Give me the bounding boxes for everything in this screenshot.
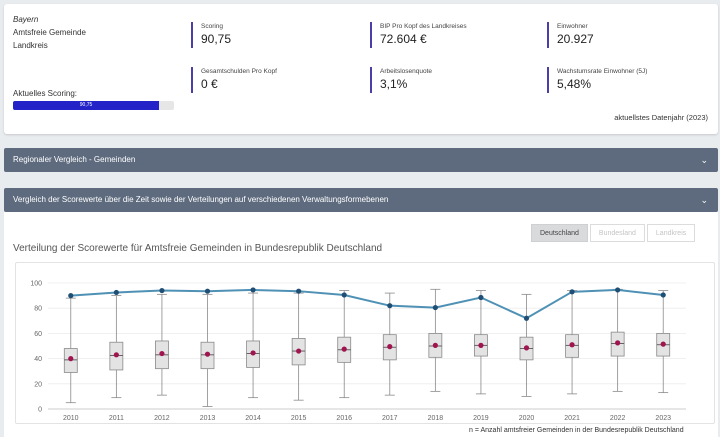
level-tabs: Deutschland Bundesland Landkreis xyxy=(529,224,696,242)
y-tick-label: 0 xyxy=(38,407,42,414)
x-tick-label: 2017 xyxy=(382,415,398,422)
score-line-point xyxy=(159,287,165,294)
x-tick-label: 2013 xyxy=(200,415,216,422)
metric-value: 3,1% xyxy=(380,77,408,91)
y-tick-label: 20 xyxy=(34,381,42,388)
box-mean-marker xyxy=(432,342,438,348)
box-plot-chart: 0 20 40 60 80 100 2010 2011 2012 2013 2014 2015 2016… xyxy=(30,281,686,422)
x-tick-label: 2014 xyxy=(245,415,261,422)
score-line-point xyxy=(296,288,302,294)
x-tick-label: 2023 xyxy=(655,415,671,422)
box-mean-marker xyxy=(387,344,393,350)
x-tick-label: 2016 xyxy=(336,415,352,422)
metric-label: Scoring xyxy=(201,23,224,30)
plot-area: 0 20 40 60 80 100 2010 2011 2012 2013 2014 2015 2016… xyxy=(15,262,715,424)
y-tick-label: 100 xyxy=(30,281,42,288)
x-tick-label: 2018 xyxy=(428,415,444,422)
box-mean-marker xyxy=(478,342,484,348)
score-line xyxy=(70,288,664,320)
data-year-note: aktuellstes Datenjahr (2023) xyxy=(614,113,708,122)
chart-card: Deutschland Bundesland Landkreis Verteil… xyxy=(4,212,718,437)
score-line-point xyxy=(68,293,74,299)
metric-label: Wachstumsrate Einwohner (5J) xyxy=(557,68,648,75)
x-tick-label: 2015 xyxy=(291,415,307,422)
tab-deutschland[interactable]: Deutschland xyxy=(531,224,588,242)
metric-label: Gesamtschulden Pro Kopf xyxy=(201,68,277,75)
current-scoring-label: Aktuelles Scoring: xyxy=(13,89,78,98)
box-mean-marker xyxy=(569,342,575,348)
box-mean-marker xyxy=(660,341,666,347)
score-line-point xyxy=(432,304,438,311)
score-line-point xyxy=(523,315,530,321)
score-line-point xyxy=(341,292,347,298)
metric-population-growth: Wachstumsrate Einwohner (5J) 5,48% xyxy=(547,67,647,93)
region-info: Bayern Amtsfreie Gemeinde Landkreis xyxy=(13,13,86,52)
score-line-point xyxy=(387,303,393,309)
chevron-down-icon[interactable]: ⌄ xyxy=(700,195,708,205)
metric-label: BIP Pro Kopf des Landkreises xyxy=(380,23,467,30)
x-tick-label: 2012 xyxy=(154,415,170,422)
metric-scoring: Scoring 90,75 xyxy=(191,22,231,48)
box-mean-marker xyxy=(615,340,621,346)
y-tick-label: 80 xyxy=(34,306,42,313)
metric-label: Arbeitslosenquote xyxy=(380,68,433,75)
score-line-point xyxy=(660,292,666,298)
chevron-down-icon[interactable]: ⌄ xyxy=(700,155,708,165)
metric-debt-per-capita: Gesamtschulden Pro Kopf 0 € xyxy=(191,67,277,93)
section-title: Vergleich der Scorewerte über die Zeit s… xyxy=(13,195,389,204)
score-line-point xyxy=(478,294,484,301)
metric-label: Einwohner xyxy=(557,23,588,30)
sample-size-note: n = Anzahl amtsfreier Gemeinden in der B… xyxy=(469,427,684,434)
x-tick-label: 2020 xyxy=(519,415,535,422)
metric-value: 20.927 xyxy=(557,32,594,46)
section-title: Regionaler Vergleich - Gemeinden xyxy=(13,155,136,164)
metric-value: 72.604 € xyxy=(380,32,427,46)
x-tick-label: 2019 xyxy=(473,415,489,422)
box-mean-marker xyxy=(296,348,302,354)
scoring-progress-fill: 90,75 xyxy=(13,101,160,110)
metric-value: 5,48% xyxy=(557,77,592,91)
x-tick-label: 2022 xyxy=(610,415,626,422)
x-tick-label: 2011 xyxy=(109,415,124,422)
metric-value: 0 € xyxy=(201,77,218,91)
y-tick-label: 60 xyxy=(34,331,42,338)
score-line-point xyxy=(204,288,211,294)
box-mean-marker xyxy=(523,345,530,351)
y-tick-label: 40 xyxy=(34,356,42,363)
score-line-point xyxy=(113,289,119,296)
district-type: Landkreis xyxy=(13,41,48,50)
metric-gdp-per-capita: BIP Pro Kopf des Landkreises 72.604 € xyxy=(370,22,467,48)
score-line-point xyxy=(615,287,621,293)
municipality-type: Amtsfreie Gemeinde xyxy=(13,28,86,37)
box-mean-marker xyxy=(68,356,74,362)
box-mean-marker xyxy=(159,350,165,357)
box-mean-marker xyxy=(204,351,211,357)
metric-value: 90,75 xyxy=(201,32,232,46)
metric-unemployment: Arbeitslosenquote 3,1% xyxy=(370,67,432,93)
metric-population: Einwohner 20.927 xyxy=(547,22,594,48)
tab-bundesland[interactable]: Bundesland xyxy=(589,224,645,242)
box-mean-marker xyxy=(341,346,347,352)
summary-card: Bayern Amtsfreie Gemeinde Landkreis Aktu… xyxy=(4,4,718,134)
box-mean-marker xyxy=(250,350,256,356)
x-tick-label: 2010 xyxy=(63,415,79,422)
section-regional-comparison[interactable]: Regionaler Vergleich - Gemeinden ⌄ xyxy=(4,148,718,172)
x-tick-label: 2021 xyxy=(564,415,580,422)
section-score-comparison[interactable]: Vergleich der Scorewerte über die Zeit s… xyxy=(4,188,718,212)
scoring-progress-bar: 90,75 xyxy=(13,101,174,110)
tab-landkreis[interactable]: Landkreis xyxy=(646,224,696,242)
score-line-point xyxy=(250,287,256,293)
score-line-point xyxy=(569,289,575,295)
chart-title: Verteilung der Scorewerte für Amtsfreie … xyxy=(13,243,383,254)
state-name: Bayern xyxy=(13,15,39,24)
box-mean-marker xyxy=(113,352,119,358)
